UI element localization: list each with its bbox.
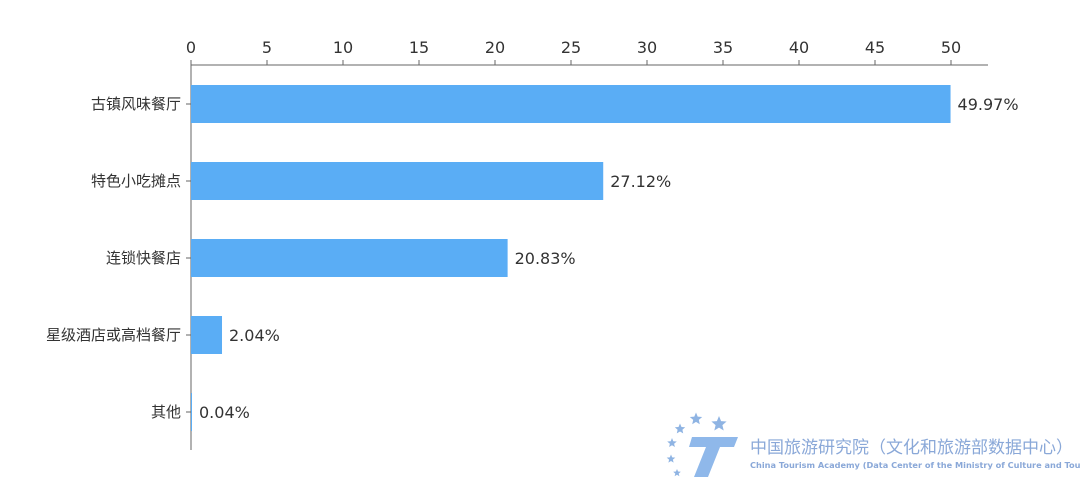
x-tick-label: 45 — [865, 38, 885, 57]
x-tick-label: 15 — [409, 38, 429, 57]
watermark-title-cn: 中国旅游研究院（文化和旅游部数据中心） — [750, 438, 1073, 458]
data-label: 2.04% — [229, 326, 280, 345]
category-label: 其他 — [151, 403, 181, 421]
star-icon — [666, 454, 676, 463]
x-tick-label: 30 — [637, 38, 657, 57]
x-tick-label: 0 — [186, 38, 196, 57]
watermark-title-en: China Tourism Academy (Data Center of th… — [750, 460, 1080, 470]
bar — [191, 239, 508, 277]
star-icon — [689, 412, 703, 425]
category-label: 星级酒店或高档餐厅 — [46, 326, 181, 344]
logo-t-icon — [689, 437, 738, 477]
data-label: 0.04% — [199, 403, 250, 422]
x-tick-label: 20 — [485, 38, 505, 57]
x-tick-label: 40 — [789, 38, 809, 57]
star-icon — [667, 438, 677, 447]
x-tick-label: 50 — [941, 38, 961, 57]
x-tick-label: 10 — [333, 38, 353, 57]
category-label: 连锁快餐店 — [106, 249, 181, 267]
watermark-logo: 中国旅游研究院（文化和旅游部数据中心） China Tourism Academ… — [666, 412, 1080, 477]
star-icon — [711, 416, 727, 431]
category-label: 特色小吃摊点 — [91, 172, 181, 190]
data-label: 27.12% — [610, 172, 671, 191]
category-label: 古镇风味餐厅 — [91, 95, 181, 113]
data-label: 20.83% — [515, 249, 576, 268]
bar — [191, 162, 604, 200]
star-icon — [673, 469, 681, 477]
x-tick-label: 25 — [561, 38, 581, 57]
data-label: 49.97% — [958, 95, 1019, 114]
star-icon — [674, 423, 686, 434]
x-tick-label: 5 — [262, 38, 272, 57]
bar — [191, 316, 223, 354]
bar — [191, 393, 192, 431]
x-tick-label: 35 — [713, 38, 733, 57]
bar — [191, 85, 951, 123]
